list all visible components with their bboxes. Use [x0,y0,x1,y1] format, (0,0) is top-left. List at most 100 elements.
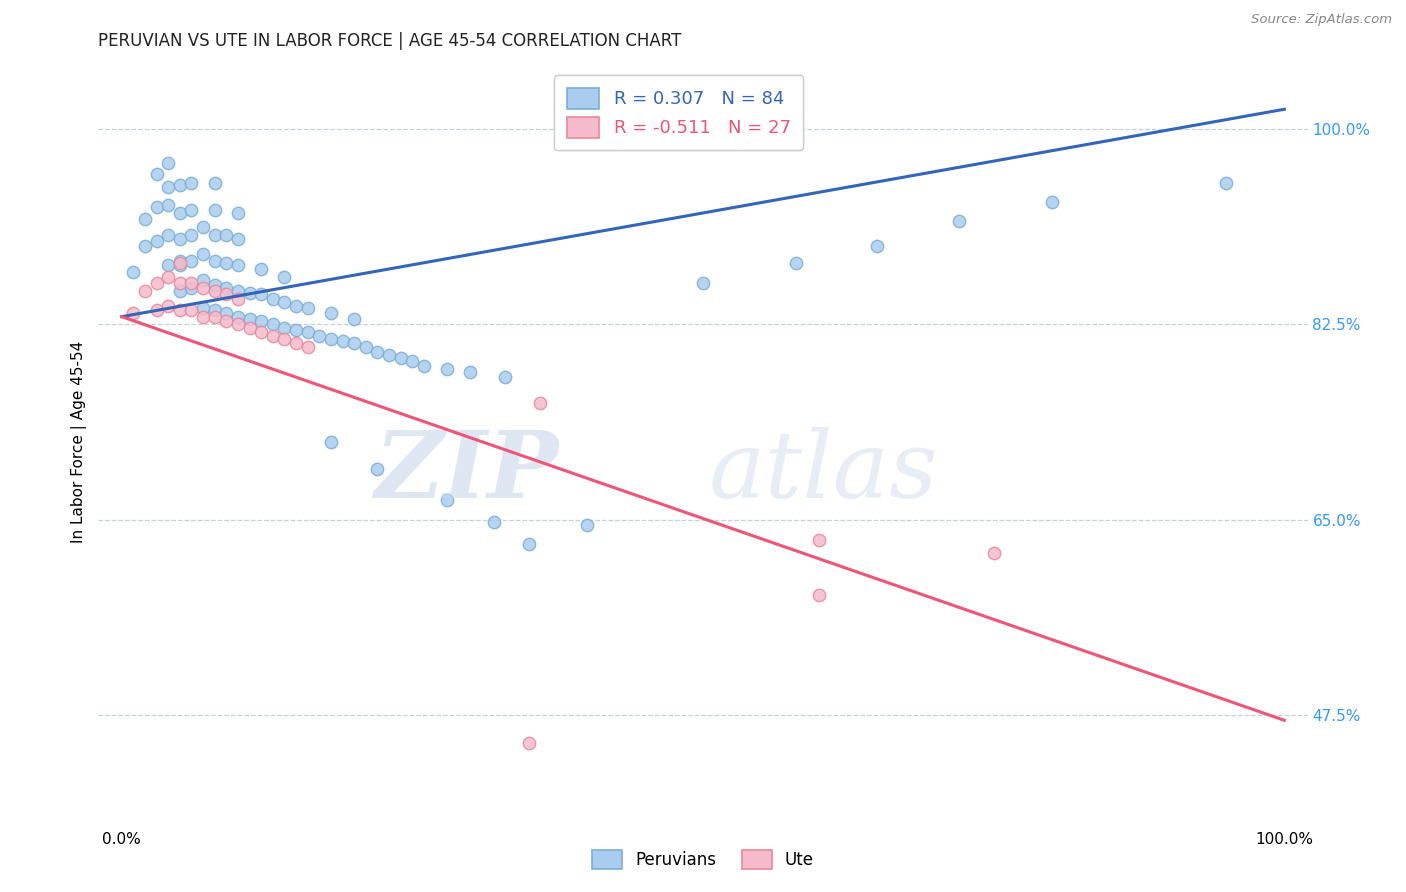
Point [204,278,226,293]
Point [517,736,540,750]
Point [157,180,180,194]
Point [389,351,412,365]
Point [169,254,191,268]
Point [366,462,388,476]
Point [354,340,377,354]
Point [366,345,388,359]
Point [250,261,273,276]
Point [285,323,308,337]
Point [436,492,458,507]
Point [250,326,273,340]
Point [226,284,249,298]
Point [204,254,226,268]
Point [297,301,319,315]
Point [983,546,1005,560]
Point [262,318,284,332]
Point [436,362,458,376]
Point [319,306,342,320]
Point [239,321,262,335]
Point [297,340,319,354]
Point [204,284,226,298]
Point [204,176,226,190]
Point [785,256,807,270]
Point [191,301,214,315]
Point [157,156,180,170]
Point [250,287,273,301]
Point [226,259,249,273]
Point [215,287,238,301]
Point [273,269,295,284]
Point [122,306,145,320]
Point [226,232,249,246]
Point [215,281,238,295]
Legend: Peruvians, Ute: Peruvians, Ute [582,840,824,880]
Point [180,176,202,190]
Point [262,328,284,343]
Point [215,306,238,320]
Point [343,312,366,326]
Point [169,259,191,273]
Point [343,336,366,351]
Point [460,366,482,380]
Point [169,178,191,193]
Point [169,303,191,318]
Point [308,328,330,343]
Point [204,202,226,217]
Point [1215,176,1237,190]
Point [866,239,889,253]
Point [204,228,226,243]
Point [1040,194,1063,209]
Point [134,211,156,226]
Point [529,395,551,409]
Point [157,228,180,243]
Text: PERUVIAN VS UTE IN LABOR FORCE | AGE 45-54 CORRELATION CHART: PERUVIAN VS UTE IN LABOR FORCE | AGE 45-… [98,32,682,50]
Point [494,370,516,384]
Point [273,321,295,335]
Point [226,292,249,306]
Point [157,198,180,212]
Point [145,303,167,318]
Y-axis label: In Labor Force | Age 45-54: In Labor Force | Age 45-54 [72,341,87,542]
Point [239,312,262,326]
Point [808,533,831,547]
Point [145,234,167,248]
Point [169,284,191,298]
Point [122,265,145,279]
Point [517,537,540,551]
Point [169,232,191,246]
Point [297,326,319,340]
Point [401,354,423,368]
Point [204,303,226,318]
Legend: R = 0.307   N = 84, R = -0.511   N = 27: R = 0.307 N = 84, R = -0.511 N = 27 [554,75,803,151]
Text: Source: ZipAtlas.com: Source: ZipAtlas.com [1251,13,1392,27]
Point [692,277,714,291]
Point [226,318,249,332]
Point [180,254,202,268]
Text: ZIP: ZIP [374,427,558,516]
Point [948,213,970,227]
Point [145,167,167,181]
Point [215,314,238,328]
Point [239,286,262,301]
Point [180,281,202,295]
Point [145,201,167,215]
Point [180,303,202,318]
Point [413,359,436,373]
Point [169,277,191,291]
Point [215,256,238,270]
Point [575,518,598,533]
Text: atlas: atlas [709,427,939,516]
Point [273,295,295,310]
Point [332,334,354,349]
Point [191,281,214,295]
Point [169,206,191,220]
Point [191,220,214,235]
Point [262,292,284,306]
Point [191,273,214,287]
Point [226,310,249,324]
Point [157,269,180,284]
Point [191,247,214,261]
Point [180,202,202,217]
Point [319,434,342,449]
Point [482,515,505,529]
